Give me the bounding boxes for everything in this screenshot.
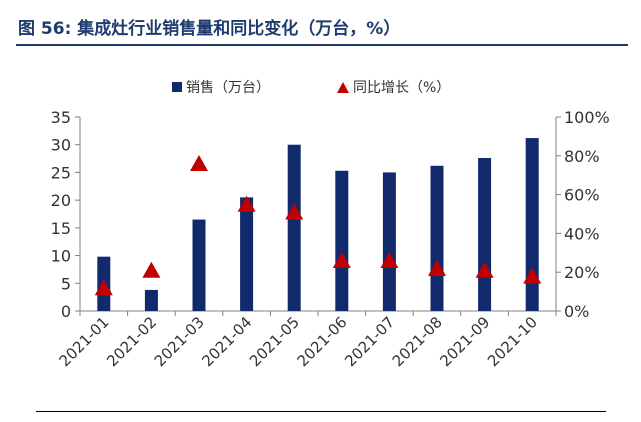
- bar: [430, 165, 444, 311]
- right-tick-label: 100%: [564, 108, 610, 127]
- left-tick-label: 10: [51, 247, 71, 266]
- left-tick-label: 5: [61, 274, 71, 293]
- title-rule: [16, 44, 628, 46]
- x-tick-label: 2021-07: [341, 313, 398, 370]
- x-tick-label: 2021-08: [389, 313, 446, 370]
- figure-title: 图 56: 集成灶行业销售量和同比变化（万台，%）: [18, 19, 401, 39]
- marker-point: [94, 279, 113, 296]
- marker-point: [285, 203, 304, 220]
- bar: [382, 172, 396, 311]
- legend-marker-swatch: [337, 82, 349, 93]
- x-tick-label: 2021-06: [294, 313, 351, 370]
- right-tick-label: 40%: [564, 224, 600, 243]
- bar: [335, 170, 349, 311]
- left-tick-label: 20: [51, 191, 71, 210]
- left-tick-label: 30: [51, 136, 71, 155]
- right-tick-label: 60%: [564, 186, 600, 205]
- bar: [240, 197, 254, 311]
- right-tick-label: 0%: [564, 302, 589, 321]
- x-tick-label: 2021-09: [436, 313, 493, 370]
- x-tick-label: 2021-10: [484, 313, 541, 370]
- bar: [525, 138, 539, 311]
- legend: 销售（万台） 同比增长（%）: [172, 80, 450, 96]
- right-tick-label: 80%: [564, 147, 600, 166]
- bar: [144, 289, 158, 311]
- x-tick-label: 2021-02: [103, 313, 160, 370]
- x-axis-ticks: 2021-012021-022021-032021-042021-052021-…: [56, 311, 557, 370]
- bar: [192, 219, 206, 311]
- legend-bar-label: 销售（万台）: [186, 80, 270, 96]
- x-tick-label: 2021-01: [56, 313, 113, 370]
- left-axis-ticks: 0 5 10 15 20 25 30 35: [51, 108, 80, 321]
- x-tick-label: 2021-05: [246, 313, 303, 370]
- left-tick-label: 0: [61, 302, 71, 321]
- legend-bar-swatch: [172, 82, 182, 92]
- bar-series: [97, 138, 539, 311]
- marker-point: [428, 259, 446, 276]
- bar: [478, 158, 492, 311]
- marker-point: [237, 195, 256, 212]
- marker-point: [142, 261, 161, 278]
- left-tick-label: 35: [51, 108, 71, 127]
- x-tick-label: 2021-04: [198, 313, 255, 370]
- marker-series: [94, 155, 542, 296]
- legend-marker-label: 同比增长（%）: [353, 80, 450, 96]
- x-tick-label: 2021-03: [151, 313, 208, 370]
- marker-point: [190, 155, 208, 172]
- bar: [287, 144, 301, 311]
- marker-point: [523, 267, 542, 284]
- right-axis-ticks: 0% 20% 40% 60% 80% 100%: [556, 108, 610, 321]
- bottom-rule: [36, 411, 606, 412]
- left-tick-label: 25: [51, 163, 71, 182]
- right-tick-label: 20%: [564, 263, 600, 282]
- marker-point: [475, 261, 494, 278]
- marker-point: [380, 252, 399, 269]
- marker-point: [332, 252, 351, 269]
- left-tick-label: 15: [51, 219, 71, 238]
